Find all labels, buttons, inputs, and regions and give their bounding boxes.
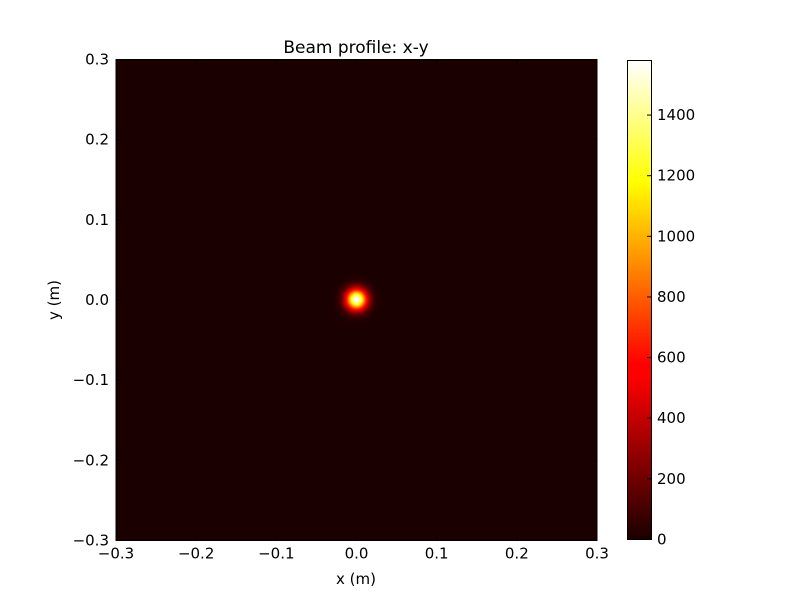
plot-frame [115,59,598,541]
colorbar-tick-label: 400 [657,409,686,427]
chart-title: Beam profile: x-y [283,38,428,58]
x-tick-label: 0.0 [345,545,369,563]
x-tick-label: 0.1 [425,545,449,563]
y-axis-label: y (m) [45,280,63,320]
x-axis-label: x (m) [336,570,376,588]
colorbar-tick-label: 0 [657,531,667,549]
colorbar-tick-label: 1200 [657,167,695,185]
colorbar-frame [627,60,652,540]
x-tick-label: −0.1 [258,545,294,563]
colorbar-tick-label: 1000 [657,227,695,245]
colorbar-tick-label: 800 [657,288,686,306]
colorbar-tick-label: 200 [657,470,686,488]
x-tick-label: −0.3 [98,545,134,563]
heatmap-image [116,59,597,540]
colorbar-tick-label: 1400 [657,106,695,124]
x-tick-label: 0.2 [505,545,529,563]
colorbar-gradient [627,60,652,540]
y-tick-label: 0.3 [85,51,109,69]
y-tick-label: −0.2 [73,451,109,469]
y-tick-label: 0.0 [85,291,109,309]
y-tick-label: 0.2 [85,131,109,149]
x-tick-label: 0.3 [585,545,609,563]
x-tick-label: −0.2 [178,545,214,563]
y-tick-label: 0.1 [85,211,109,229]
colorbar-tick-label: 600 [657,349,686,367]
y-tick-label: −0.3 [73,532,109,550]
y-tick-label: −0.1 [73,371,109,389]
